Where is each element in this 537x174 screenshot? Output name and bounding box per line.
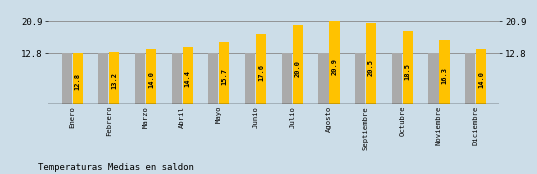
Bar [171,53,182,104]
Bar [146,49,156,104]
Text: 14.4: 14.4 [185,70,191,87]
Text: 20.0: 20.0 [295,60,301,77]
Bar [109,52,119,104]
Bar [329,21,339,104]
Bar [72,53,83,104]
Text: 20.5: 20.5 [368,59,374,76]
Bar [245,53,255,104]
Bar [476,49,486,104]
Text: 15.7: 15.7 [221,68,227,85]
Text: 14.0: 14.0 [478,71,484,88]
Text: 17.6: 17.6 [258,64,264,81]
Text: 14.0: 14.0 [148,71,154,88]
Bar [318,53,329,104]
Bar [135,53,145,104]
Bar [429,53,439,104]
Text: 12.8: 12.8 [75,73,81,90]
Text: 20.9: 20.9 [331,58,337,76]
Bar [439,39,449,104]
Text: 16.3: 16.3 [441,67,447,84]
Bar [208,53,219,104]
Bar [293,25,303,104]
Text: 18.5: 18.5 [405,63,411,80]
Bar [355,53,365,104]
Bar [403,31,413,104]
Bar [391,53,402,104]
Bar [366,23,376,104]
Bar [62,53,72,104]
Bar [256,34,266,104]
Bar [183,47,193,104]
Bar [281,53,292,104]
Text: 13.2: 13.2 [111,72,118,89]
Bar [465,53,475,104]
Bar [98,53,108,104]
Bar [219,42,229,104]
Text: Temperaturas Medias en saldon: Temperaturas Medias en saldon [38,163,193,172]
